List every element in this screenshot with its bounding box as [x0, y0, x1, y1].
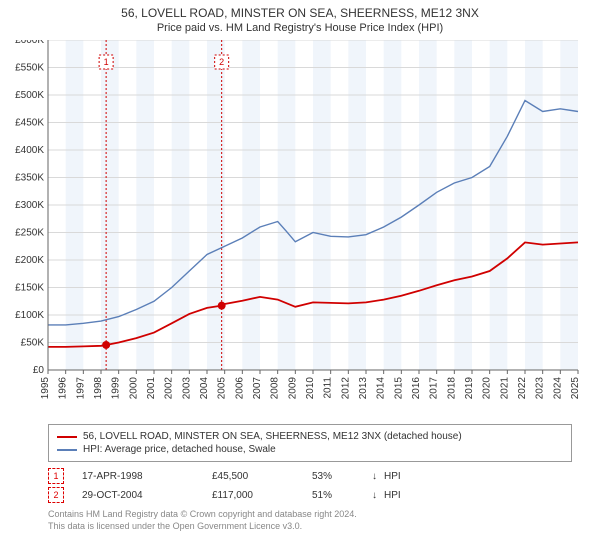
y-tick-label: £450K	[15, 118, 44, 129]
sale-row-price: £117,000	[212, 490, 312, 501]
x-tick-label: 2016	[411, 377, 422, 400]
footnote-line2: This data is licensed under the Open Gov…	[48, 521, 572, 533]
x-tick-label: 2011	[323, 377, 334, 399]
x-tick-label: 2025	[570, 377, 581, 400]
sale-row-marker: 2	[48, 487, 64, 503]
x-tick-label: 2000	[128, 377, 139, 400]
x-tick-label: 1995	[40, 377, 51, 400]
x-tick-label: 2013	[358, 377, 369, 400]
y-tick-label: £150K	[15, 283, 44, 294]
x-tick-label: 2018	[446, 377, 457, 400]
y-tick-label: £350K	[15, 173, 44, 184]
x-tick-label: 2021	[499, 377, 510, 400]
x-tick-label: 2012	[340, 377, 351, 400]
chart-titles: 56, LOVELL ROAD, MINSTER ON SEA, SHEERNE…	[0, 0, 600, 34]
x-tick-label: 2020	[482, 377, 493, 400]
sale-row: 1 17-APR-1998£45,50053%↓HPI	[48, 468, 572, 484]
x-tick-label: 2003	[181, 377, 192, 400]
sale-row-arrow: ↓	[372, 471, 384, 482]
sale-row-ref: HPI	[384, 471, 414, 482]
x-tick-label: 2007	[252, 377, 263, 400]
x-tick-label: 2002	[164, 377, 175, 400]
title-line1: 56, LOVELL ROAD, MINSTER ON SEA, SHEERNE…	[0, 6, 600, 20]
legend-row: HPI: Average price, detached house, Swal…	[57, 444, 563, 455]
y-tick-label: £550K	[15, 63, 44, 74]
sale-dot	[218, 302, 226, 310]
x-tick-label: 2015	[393, 377, 404, 400]
x-tick-label: 2017	[429, 377, 440, 400]
sales-table: 1 17-APR-1998£45,50053%↓HPI 2 29-OCT-2004£1…	[48, 468, 572, 503]
x-tick-label: 2023	[535, 377, 546, 400]
sale-row-date: 29-OCT-2004	[82, 490, 212, 501]
y-tick-label: £250K	[15, 228, 44, 239]
legend: 56, LOVELL ROAD, MINSTER ON SEA, SHEERNE…	[48, 424, 572, 462]
sale-row-pct: 53%	[312, 471, 372, 482]
x-tick-label: 2006	[234, 377, 245, 400]
x-tick-label: 2004	[199, 377, 210, 400]
x-tick-label: 1998	[93, 377, 104, 400]
sale-row-ref: HPI	[384, 490, 414, 501]
x-tick-label: 2005	[217, 377, 228, 400]
sale-row-pct: 51%	[312, 490, 372, 501]
y-tick-label: £0	[33, 365, 45, 376]
y-tick-label: £50K	[21, 338, 45, 349]
y-tick-label: £600K	[15, 40, 44, 46]
y-tick-label: £200K	[15, 255, 44, 266]
title-line2: Price paid vs. HM Land Registry's House …	[0, 22, 600, 34]
sale-marker-label: 1	[104, 57, 109, 67]
x-tick-label: 1996	[58, 377, 69, 400]
x-tick-label: 2024	[552, 377, 563, 400]
sale-row-date: 17-APR-1998	[82, 471, 212, 482]
chart-svg: 1 2 £0 £50K £100K £150K £200K £250K £300K £350K £4…	[0, 40, 600, 418]
plot-area: 1 2 £0 £50K £100K £150K £200K £250K £300K £350K £4…	[0, 40, 600, 418]
x-tick-label: 2022	[517, 377, 528, 400]
x-tick-label: 2009	[287, 377, 298, 400]
legend-swatch	[57, 436, 77, 438]
footnote-line1: Contains HM Land Registry data © Crown c…	[48, 509, 572, 521]
x-tick-label: 1999	[111, 377, 122, 400]
x-tick-label: 1997	[75, 377, 86, 400]
legend-swatch	[57, 449, 77, 451]
sale-row: 2 29-OCT-2004£117,00051%↓HPI	[48, 487, 572, 503]
sale-row-arrow: ↓	[372, 490, 384, 501]
x-tick-label: 2008	[270, 377, 281, 400]
x-tick-label: 2014	[376, 377, 387, 400]
y-tick-label: £400K	[15, 145, 44, 156]
y-tick-label: £300K	[15, 200, 44, 211]
legend-label: 56, LOVELL ROAD, MINSTER ON SEA, SHEERNE…	[83, 431, 462, 442]
y-tick-label: £500K	[15, 90, 44, 101]
chart-container: 56, LOVELL ROAD, MINSTER ON SEA, SHEERNE…	[0, 0, 600, 532]
x-tick-label: 2001	[146, 377, 157, 400]
legend-row: 56, LOVELL ROAD, MINSTER ON SEA, SHEERNE…	[57, 431, 563, 442]
legend-label: HPI: Average price, detached house, Swal…	[83, 444, 276, 455]
sale-dot	[102, 341, 110, 349]
x-tick-label: 2010	[305, 377, 316, 400]
y-tick-label: £100K	[15, 310, 44, 321]
sale-row-price: £45,500	[212, 471, 312, 482]
x-tick-label: 2019	[464, 377, 475, 400]
sale-marker-label: 2	[219, 57, 224, 67]
sale-row-marker: 1	[48, 468, 64, 484]
footnote: Contains HM Land Registry data © Crown c…	[48, 509, 572, 532]
